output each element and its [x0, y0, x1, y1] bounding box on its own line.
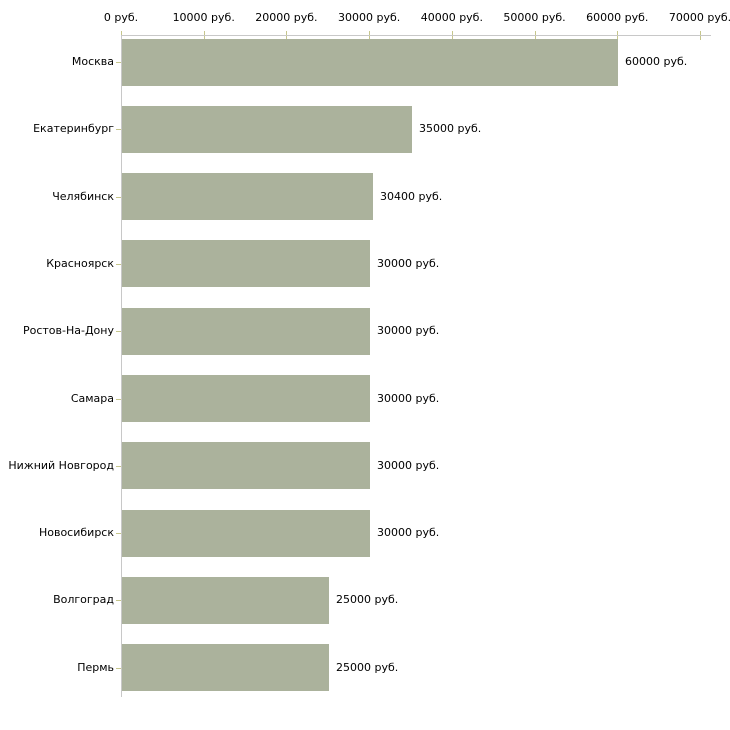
x-axis-line: [121, 35, 711, 36]
x-axis-tick-label: 30000 руб.: [338, 11, 401, 24]
value-label: 35000 руб.: [419, 122, 482, 136]
category-tick-mark: [116, 466, 121, 467]
category-tick-mark: [116, 533, 121, 534]
x-axis-tick-label: 20000 руб.: [255, 11, 318, 24]
category-label: Самара: [70, 391, 114, 405]
category-label: Красноярск: [46, 256, 114, 270]
category-tick-mark: [116, 668, 121, 669]
value-label: 30000 руб.: [377, 324, 440, 338]
y-axis-line: [121, 35, 122, 697]
value-label: 60000 руб.: [625, 55, 688, 68]
category-tick-mark: [116, 600, 121, 601]
category-tick-mark: [116, 264, 121, 265]
bar-5: [122, 307, 370, 355]
category-tick-mark: [116, 399, 121, 400]
bar-8: [122, 509, 370, 557]
bar-9: [122, 576, 329, 624]
category-tick-mark: [116, 62, 121, 63]
category-label: Екатеринбург: [33, 122, 114, 136]
x-axis-tick-label: 0 руб.: [103, 11, 139, 24]
x-axis-tick-label: 70000 руб.: [668, 11, 730, 24]
value-label: 30000 руб.: [377, 458, 440, 472]
bar-1: [122, 38, 618, 86]
category-label: Челябинск: [52, 189, 114, 203]
value-label: 30000 руб.: [377, 526, 440, 540]
value-label: 25000 руб.: [336, 593, 399, 607]
x-axis-tick-label: 60000 руб.: [586, 11, 649, 24]
category-tick-mark: [116, 331, 121, 332]
category-label: Пермь: [77, 660, 114, 674]
category-label: Ростов-На-Дону: [22, 324, 114, 338]
bar-7: [122, 442, 370, 490]
category-label: Москва: [71, 55, 114, 68]
category-tick-mark: [116, 129, 121, 130]
value-label: 30400 руб.: [380, 189, 443, 203]
category-label: Новосибирск: [38, 526, 114, 540]
bar-2: [122, 105, 412, 153]
bar-4: [122, 240, 370, 288]
category-label: Волгоград: [53, 593, 114, 607]
category-label: Нижний Новгород: [8, 458, 114, 472]
x-axis-tick-label: 50000 руб.: [503, 11, 566, 24]
bar-6: [122, 375, 370, 422]
x-axis-tick-label: 40000 руб.: [420, 11, 483, 24]
category-tick-mark: [116, 197, 121, 198]
value-label: 30000 руб.: [377, 391, 440, 405]
value-label: 25000 руб.: [336, 660, 399, 674]
value-label: 30000 руб.: [377, 256, 440, 270]
bar-3: [122, 173, 373, 221]
bar-10: [122, 644, 329, 692]
x-axis-tick-label: 10000 руб.: [172, 11, 235, 24]
